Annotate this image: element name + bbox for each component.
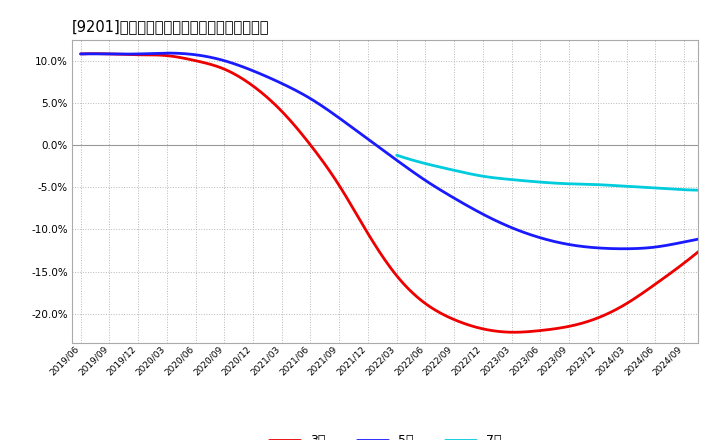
3年 <box>76 51 85 57</box>
3年 <box>644 286 653 291</box>
5年 <box>528 233 537 238</box>
7年 <box>693 187 701 193</box>
5年 <box>163 51 172 56</box>
3年 <box>89 51 98 56</box>
Line: 7年: 7年 <box>397 155 720 193</box>
3年 <box>593 315 602 321</box>
Line: 3年: 3年 <box>81 54 720 332</box>
Line: 5年: 5年 <box>81 53 720 249</box>
3年 <box>510 330 518 335</box>
5年 <box>591 245 600 250</box>
5年 <box>76 51 85 57</box>
5年 <box>620 246 629 251</box>
5年 <box>534 235 543 240</box>
5年 <box>644 245 653 250</box>
7年 <box>392 153 401 158</box>
Legend: 3年, 5年, 7年: 3年, 5年, 7年 <box>269 434 502 440</box>
Text: [9201]　当期素利益マージンの平均値の推移: [9201] 当期素利益マージンの平均値の推移 <box>72 19 269 34</box>
3年 <box>536 328 545 333</box>
7年 <box>696 187 705 193</box>
3年 <box>531 329 539 334</box>
